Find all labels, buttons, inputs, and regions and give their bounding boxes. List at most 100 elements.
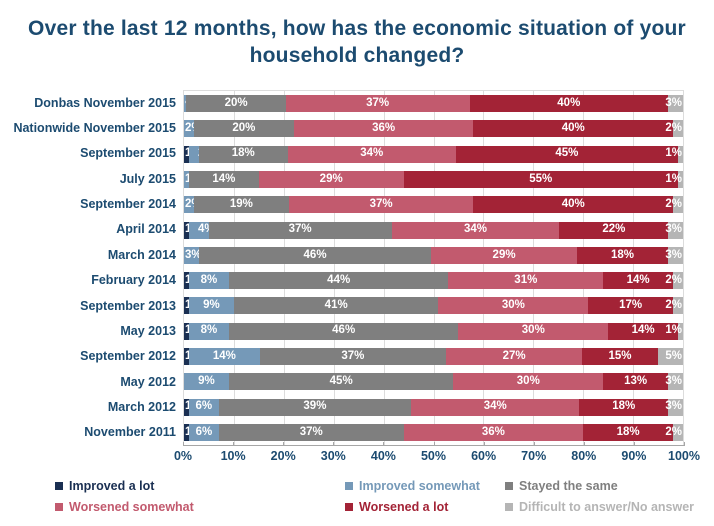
- category-axis: Donbas November 2015 Nationwide November …: [0, 90, 176, 445]
- segment-value-label: 6%: [195, 400, 213, 413]
- segment-worsened_somewhat: 37%: [288, 196, 474, 214]
- category-label: April 2014: [116, 222, 176, 237]
- segment-value-label: 3%: [185, 248, 202, 261]
- segment-value-label: 15%: [608, 349, 632, 362]
- segment-value-label: 45%: [555, 147, 579, 160]
- segment-difficult_to_answer: 1%: [665, 322, 683, 340]
- segment-value-label: 1%: [665, 147, 682, 160]
- category-label: Donbas November 2015: [34, 95, 176, 110]
- segment-value-label: 2%: [665, 198, 682, 211]
- gridline: [633, 91, 635, 445]
- segment-difficult_to_answer: 3%: [665, 398, 684, 416]
- gridline: [533, 91, 535, 445]
- segment-worsened_somewhat: 27%: [446, 347, 583, 365]
- segment-worsened_a_lot: 40%: [469, 95, 669, 113]
- segment-value-label: 3%: [665, 96, 682, 109]
- bar-row: 1%2%18%34%45%1%: [184, 142, 683, 167]
- legend-item-worsened_a_lot: Worsened a lot: [345, 500, 505, 514]
- segment-value-label: 3%: [665, 248, 683, 261]
- bar-row: 1%8%46%30%14%1%: [184, 319, 683, 344]
- segment-difficult_to_answer: 1%: [665, 170, 683, 188]
- x-axis-tick-label: 100%: [668, 449, 700, 463]
- stacked-bar: 1%8%44%31%14%2%: [184, 272, 683, 290]
- segment-value-label: 34%: [463, 223, 487, 236]
- segment-value-label: 39%: [303, 400, 327, 413]
- segment-value-label: 4%: [197, 223, 215, 236]
- segment-stayed_the_same: 44%: [228, 272, 449, 290]
- x-axis-tick: [183, 442, 184, 446]
- category-label: March 2014: [107, 247, 176, 262]
- segment-worsened_somewhat: 36%: [403, 423, 584, 441]
- bar-row: 9% 45% 30% 13% 3%: [184, 369, 683, 394]
- segment-improved_somewhat: 8%: [188, 272, 229, 290]
- legend-label: Improved a lot: [69, 479, 155, 493]
- stacked-bar: 1%4%37%34%22%3%: [184, 221, 683, 239]
- segment-worsened_somewhat: 31%: [448, 272, 604, 290]
- segment-improved_somewhat: 4%: [188, 221, 215, 239]
- segment-value-label: 14%: [631, 324, 655, 337]
- segment-worsened_a_lot: 14%: [608, 322, 679, 340]
- segment-improved_somewhat: 6%: [188, 398, 219, 416]
- stacked-bar: 2% 19% 37% 40% 2%: [184, 196, 683, 214]
- gridline: [483, 91, 485, 445]
- category-label: July 2015: [119, 171, 176, 186]
- segment-value-label: 36%: [481, 425, 505, 438]
- segment-worsened_a_lot: 40%: [473, 120, 674, 138]
- x-axis-tick-label: 80%: [571, 449, 597, 463]
- segment-stayed_the_same: 37%: [208, 221, 392, 239]
- segment-improved_somewhat: 3%: [184, 246, 202, 264]
- bar-row: 1%4%37%34%22%3%: [184, 217, 683, 242]
- stacked-bar: 1%14%37%27%15%5%: [184, 347, 684, 365]
- segment-value-label: 8%: [200, 273, 218, 286]
- segment-stayed_the_same: 46%: [199, 246, 431, 264]
- segment-improved_somewhat: 9%: [188, 297, 234, 315]
- x-axis-tick: [283, 442, 285, 446]
- legend-swatch-icon: [505, 503, 513, 511]
- segment-worsened_a_lot: 55%: [403, 170, 678, 188]
- x-axis-tick: [583, 442, 585, 446]
- segment-worsened_somewhat: 36%: [293, 120, 474, 138]
- segment-value-label: 14%: [212, 172, 236, 185]
- x-axis-tick: [233, 442, 235, 446]
- segment-value-label: 18%: [611, 248, 635, 261]
- segment-worsened_somewhat: 34%: [411, 398, 580, 416]
- category-label: March 2012: [107, 399, 176, 414]
- segment-stayed_the_same: 39%: [218, 398, 412, 416]
- segment-value-label: 31%: [514, 273, 538, 286]
- legend-item-improved_a_lot: Improved a lot: [55, 479, 345, 493]
- segment-value-label: 27%: [502, 349, 526, 362]
- stacked-bar: 1%8%46%30%14%1%: [184, 322, 683, 340]
- segment-value-label: 37%: [366, 96, 390, 109]
- segment-stayed_the_same: 37%: [218, 423, 404, 441]
- segment-stayed_the_same: 41%: [233, 297, 439, 315]
- segment-value-label: 22%: [602, 223, 626, 236]
- segment-worsened_a_lot: 40%: [473, 196, 674, 214]
- segment-value-label: 30%: [501, 299, 525, 312]
- segment-value-label: 14%: [626, 273, 650, 286]
- x-axis-tick: [633, 442, 635, 446]
- x-axis-tick-label: 30%: [320, 449, 346, 463]
- category-label: February 2014: [91, 273, 176, 288]
- bar-row: 2% 20% 36% 40% 2%: [184, 116, 683, 141]
- x-axis-tick: [483, 442, 485, 446]
- segment-stayed_the_same: 45%: [228, 373, 454, 391]
- bar-row: 1%14%29%55%1%: [184, 167, 683, 192]
- legend-swatch-icon: [345, 503, 353, 511]
- stacked-bar: 1%6%37%36%18%2%: [184, 423, 683, 441]
- segment-value-label: 37%: [299, 425, 323, 438]
- segment-difficult_to_answer: 2%: [665, 297, 683, 315]
- segment-worsened_somewhat: 29%: [430, 246, 578, 264]
- segment-worsened_somewhat: 30%: [438, 297, 589, 315]
- segment-value-label: 30%: [521, 324, 545, 337]
- segment-worsened_a_lot: 45%: [455, 145, 679, 163]
- segment-value-label: 34%: [483, 400, 507, 413]
- gridline: [683, 91, 684, 445]
- bar-row: 1%6%39%34%18%3%: [184, 394, 684, 419]
- segment-stayed_the_same: 46%: [228, 322, 459, 340]
- gridline: [383, 91, 385, 445]
- segment-value-label: 20%: [224, 96, 248, 109]
- segment-difficult_to_answer: 2%: [665, 423, 683, 441]
- gridline: [433, 91, 435, 445]
- category-label: September 2015: [80, 146, 176, 161]
